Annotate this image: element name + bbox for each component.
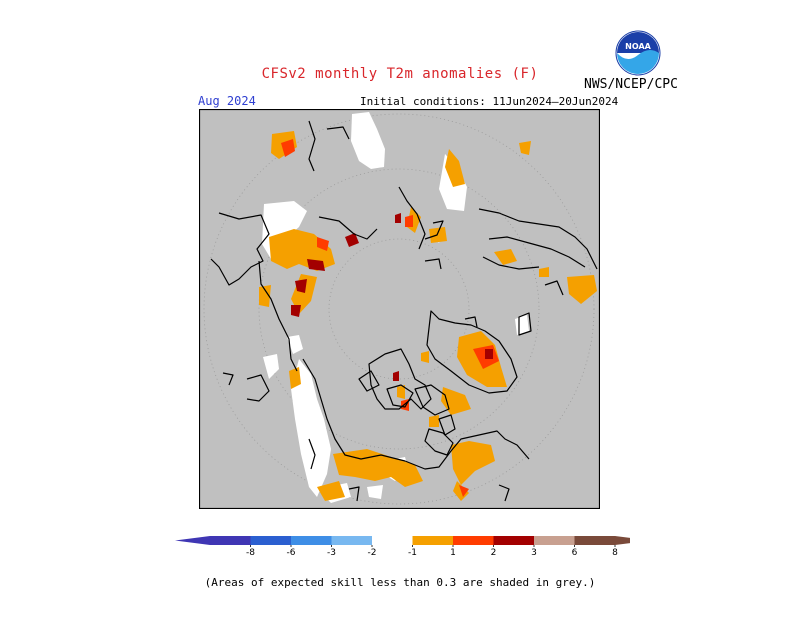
- colorbar-tick-label: -1: [408, 548, 417, 556]
- colorbar-segment: [291, 536, 332, 545]
- colorbar-arrow-low: [175, 536, 210, 545]
- colorbar-tick-label: 1: [450, 548, 456, 556]
- coastlines: [210, 120, 598, 502]
- colorbar-segment: [250, 536, 292, 545]
- colorbar-tick-label: 3: [531, 548, 537, 556]
- colorbar-labels: -8 -6 -3 -2 -1 1 2 3 6 8: [246, 548, 618, 556]
- agency-label: NWS/NCEP/CPC: [584, 77, 678, 92]
- map-background: [199, 109, 600, 509]
- colorbar-tick-label: -2: [368, 548, 377, 556]
- colorbar-segment: [534, 536, 575, 545]
- noaa-logo-icon: NOAA: [615, 30, 661, 76]
- forecast-period: Aug 2024: [198, 94, 256, 108]
- polar-anomaly-map: [199, 109, 600, 509]
- colorbar-tick-label: -6: [287, 548, 296, 556]
- colorbar-tick-label: 2: [491, 548, 497, 556]
- colorbar-segments: [175, 536, 630, 547]
- chart-title: CFSv2 monthly T2m anomalies (F): [261, 66, 539, 82]
- graticule: [203, 113, 595, 505]
- warm-anomaly-areas-3: [291, 213, 493, 381]
- colorbar-arrow-high: [615, 536, 630, 545]
- colorbar-tick-label: -3: [327, 548, 336, 556]
- colorbar-segment: [574, 536, 616, 545]
- initial-conditions: Initial conditions: 11Jun2024—20Jun2024: [360, 95, 619, 108]
- map-content: [203, 112, 598, 505]
- map-frame: [199, 109, 600, 509]
- colorbar-segment: [331, 536, 373, 545]
- colorbar-tick-label: 6: [572, 548, 578, 556]
- colorbar-segment: [453, 536, 494, 545]
- logo-text: NOAA: [625, 42, 651, 51]
- colorbar-segment: [412, 536, 454, 545]
- colorbar-segment: [210, 536, 251, 545]
- colorbar-segment: [493, 536, 535, 545]
- colorbar-tick-label: 8: [612, 548, 618, 556]
- colorbar-legend: -8 -6 -3 -2 -1 1 2 3 6 8: [175, 536, 630, 556]
- colorbar-segment: [372, 536, 413, 545]
- colorbar-tick-label: -8: [246, 548, 255, 556]
- skill-footnote: (Areas of expected skill less than 0.3 a…: [204, 576, 596, 589]
